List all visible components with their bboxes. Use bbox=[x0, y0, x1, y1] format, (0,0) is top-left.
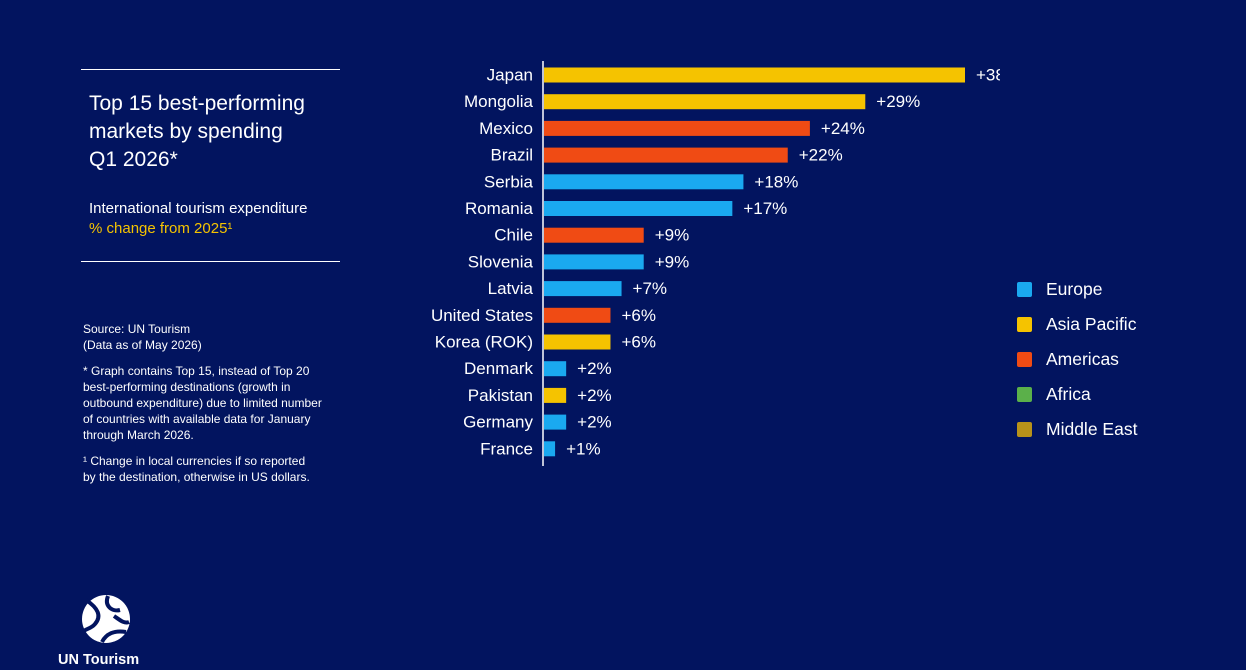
value-label-mexico: +24% bbox=[821, 119, 865, 138]
footnote-star: * Graph contains Top 15, instead of Top … bbox=[83, 363, 353, 443]
value-label-chile: +9% bbox=[655, 226, 690, 245]
legend-swatch-middle-east bbox=[1017, 422, 1032, 437]
bar-chart: Japan +38% Mongolia +29% Mexico +24% Brazil +22… bbox=[431, 61, 1000, 466]
bar-france bbox=[544, 441, 556, 457]
category-label-romania: Romania bbox=[465, 199, 534, 218]
legend-item-europe: Europe bbox=[1017, 272, 1137, 307]
title-line-2: markets by spending bbox=[89, 120, 283, 143]
category-label-mongolia: Mongolia bbox=[464, 92, 534, 111]
bar-korea-rok bbox=[544, 334, 611, 350]
value-label-latvia: +7% bbox=[633, 279, 668, 298]
legend-swatch-americas bbox=[1017, 352, 1032, 367]
legend-swatch-europe bbox=[1017, 282, 1032, 297]
bars-group: Japan +38% Mongolia +29% Mexico +24% Brazil +22… bbox=[431, 66, 1000, 459]
top-rule bbox=[81, 69, 340, 70]
footnote-one-line: ¹ Change in local currencies if so repor… bbox=[83, 454, 306, 468]
category-label-denmark: Denmark bbox=[464, 359, 533, 378]
footnote-star-line: of countries with available data for Jan… bbox=[83, 412, 311, 426]
category-label-brazil: Brazil bbox=[490, 146, 533, 165]
subtitle-text: International tourism expenditure bbox=[89, 200, 308, 217]
category-label-germany: Germany bbox=[463, 413, 533, 432]
category-label-slovenia: Slovenia bbox=[468, 252, 534, 271]
bar-mexico bbox=[544, 120, 810, 136]
value-label-mongolia: +29% bbox=[876, 92, 920, 111]
legend-label: Africa bbox=[1046, 384, 1091, 404]
logo-text: UN Tourism bbox=[58, 652, 140, 668]
source-note: Source: UN Tourism (Data as of May 2026) bbox=[83, 321, 353, 353]
legend-item-asia-pacific: Asia Pacific bbox=[1017, 307, 1137, 342]
value-label-pakistan: +2% bbox=[577, 386, 612, 405]
value-label-denmark: +2% bbox=[577, 359, 612, 378]
category-label-serbia: Serbia bbox=[484, 172, 534, 191]
title-line-1: Top 15 best-performing bbox=[89, 92, 305, 115]
category-label-latvia: Latvia bbox=[488, 279, 534, 298]
bar-romania bbox=[544, 201, 733, 216]
bar-united-states bbox=[544, 307, 611, 323]
value-label-romania: +17% bbox=[743, 199, 787, 218]
legend-swatch-asia-pacific bbox=[1017, 317, 1032, 332]
value-label-slovenia: +9% bbox=[655, 252, 690, 271]
bar-pakistan bbox=[544, 387, 567, 403]
chart-subtitle: International tourism expenditure % chan… bbox=[89, 199, 369, 239]
legend-item-americas: Americas bbox=[1017, 342, 1137, 377]
legend-item-africa: Africa bbox=[1017, 377, 1137, 412]
bar-slovenia bbox=[544, 254, 644, 270]
category-label-korea-rok: Korea (ROK) bbox=[435, 333, 533, 352]
bar-germany bbox=[544, 414, 567, 430]
footnote-star-line: * Graph contains Top 15, instead of Top … bbox=[83, 364, 310, 378]
footnote-one-line: by the destination, otherwise in US doll… bbox=[83, 470, 310, 484]
bar-japan bbox=[544, 67, 965, 83]
value-label-korea-rok: +6% bbox=[621, 333, 656, 352]
title-line-3: Q1 2026* bbox=[89, 148, 178, 171]
value-label-brazil: +22% bbox=[799, 146, 843, 165]
bar-brazil bbox=[544, 147, 788, 163]
value-label-france: +1% bbox=[566, 439, 601, 458]
value-label-serbia: +18% bbox=[754, 172, 798, 191]
footnote-star-line: best-performing destinations (growth in bbox=[83, 380, 291, 394]
legend-swatch-africa bbox=[1017, 387, 1032, 402]
legend-label: Europe bbox=[1046, 279, 1103, 299]
legend: Europe Asia Pacific Americas Africa Midd… bbox=[1017, 272, 1137, 447]
category-label-pakistan: Pakistan bbox=[468, 386, 533, 405]
bar-mongolia bbox=[544, 94, 866, 110]
bar-chile bbox=[544, 227, 644, 243]
category-label-united-states: United States bbox=[431, 306, 533, 325]
notes-block: Source: UN Tourism (Data as of May 2026)… bbox=[83, 321, 353, 495]
source-line: Source: UN Tourism bbox=[83, 322, 191, 336]
legend-label: Middle East bbox=[1046, 419, 1138, 439]
chart-title: Top 15 best-performing markets by spendi… bbox=[89, 90, 389, 174]
footnote-star-line: outbound expenditure) due to limited num… bbox=[83, 396, 322, 410]
category-label-chile: Chile bbox=[494, 226, 533, 245]
footnote-one: ¹ Change in local currencies if so repor… bbox=[83, 453, 353, 485]
bar-denmark bbox=[544, 361, 567, 377]
value-label-united-states: +6% bbox=[621, 306, 656, 325]
legend-label: Asia Pacific bbox=[1046, 314, 1137, 334]
source-line: (Data as of May 2026) bbox=[83, 338, 202, 352]
subtitle-accent: % change from 2025¹ bbox=[89, 220, 233, 237]
legend-label: Americas bbox=[1046, 349, 1119, 369]
category-label-japan: Japan bbox=[487, 66, 533, 85]
value-label-germany: +2% bbox=[577, 413, 612, 432]
legend-item-middle-east: Middle East bbox=[1017, 412, 1137, 447]
category-label-france: France bbox=[480, 439, 533, 458]
footnote-star-line: through March 2026. bbox=[83, 428, 194, 442]
category-label-mexico: Mexico bbox=[479, 119, 533, 138]
value-label-japan: +38% bbox=[976, 66, 1000, 85]
bar-serbia bbox=[544, 174, 744, 190]
bottom-rule bbox=[81, 261, 340, 262]
un-tourism-logo-icon bbox=[80, 595, 130, 644]
bar-latvia bbox=[544, 281, 622, 297]
